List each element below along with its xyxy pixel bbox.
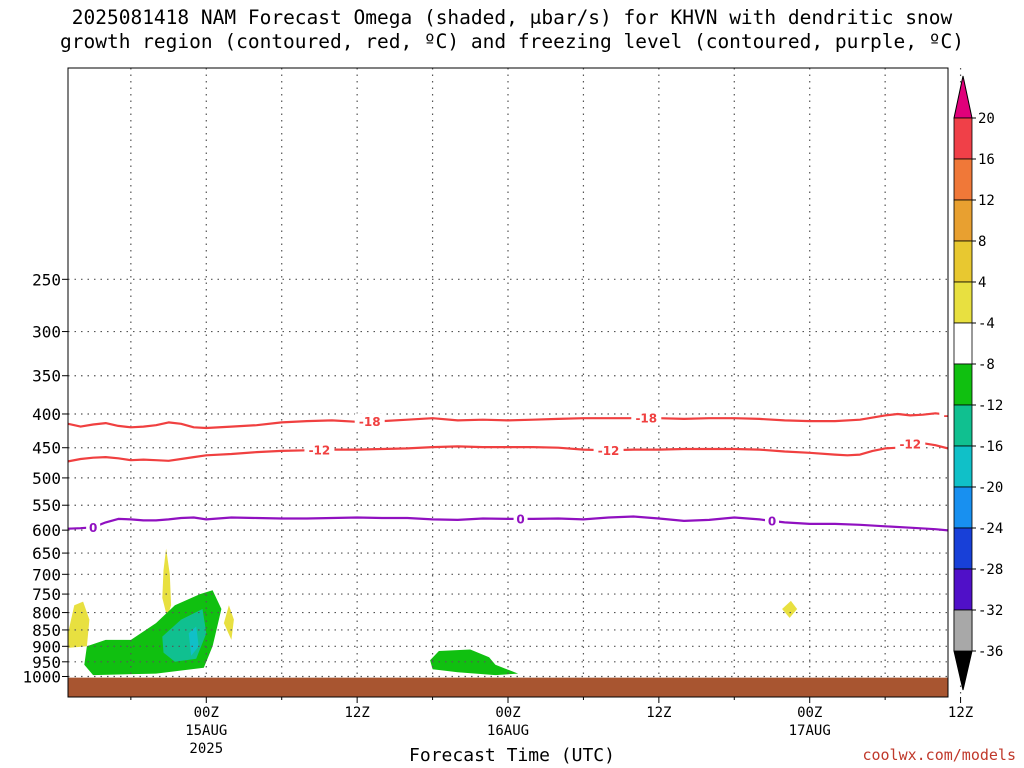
- xtick-label-36: 12Z: [646, 705, 671, 721]
- colorbar-swatch-last: [953, 609, 973, 652]
- contour-0: 0 0 0 0: [68, 510, 1024, 542]
- xtick-label-12: 12Z: [344, 705, 369, 721]
- ytick-label-300: 300: [32, 323, 61, 342]
- site-credit: coolwx.com/models: [862, 746, 1016, 764]
- contour-label-0-2: 0: [768, 514, 776, 528]
- contour-label-0-1: 0: [516, 512, 524, 526]
- omega-colorbar: 20 16 12 8 4 -4 -8 -12 -16 -20 -24 -28 -32 -36: [953, 75, 1003, 691]
- ytick-label-400: 400: [32, 405, 61, 424]
- contour-label--18-1: -18: [635, 412, 657, 426]
- xtick-date-0: 15AUG: [185, 723, 227, 739]
- contour-label-bg--12-1: [593, 442, 624, 458]
- ytick-label-800: 800: [32, 604, 61, 623]
- colorbar-swatch-11: [953, 568, 973, 611]
- contour-label-bg-0-3: [1016, 526, 1024, 541]
- title-line-2: growth region (contoured, red, ºC) and f…: [60, 30, 964, 53]
- colorbar-label-4: 4: [978, 275, 986, 291]
- colorbar-label-2: 12: [978, 193, 995, 209]
- xtick-label-48: 00Z: [797, 705, 822, 721]
- ytick-label-850: 850: [32, 621, 61, 640]
- contour-label--12-2: -12: [899, 437, 921, 451]
- contour--12: -12 -12 -12: [68, 435, 948, 463]
- ytick-label-450: 450: [32, 439, 61, 458]
- xtick-label-0: 00Z: [194, 705, 219, 721]
- colorbar-swatch-2: [953, 199, 973, 242]
- colorbar-label-0: 20: [978, 111, 995, 127]
- colorbar-label-5: -4: [978, 316, 995, 332]
- contour-label-bg--12-2: [895, 435, 926, 451]
- ytick-label-1000: 1000: [22, 668, 61, 687]
- xtick-date-24: 16AUG: [487, 723, 529, 739]
- contour-line--12: [68, 442, 948, 463]
- colorbar-label-3: 8: [978, 234, 986, 250]
- contour-label-bg--18-2: [939, 407, 948, 423]
- colorbar-label-9: -20: [978, 480, 1003, 496]
- colorbar-swatch-1: [953, 158, 973, 201]
- colorbar-top-arrow: [953, 75, 973, 119]
- ground-surface: [68, 677, 948, 697]
- colorbar-swatch-0: [953, 117, 973, 160]
- contour-line-0: [68, 515, 948, 532]
- contour--18: -18 -18 -18: [68, 407, 965, 430]
- xtick-date-48: 17AUG: [789, 723, 831, 739]
- colorbar-label-11: -28: [978, 562, 1003, 578]
- contour-label-bg-0-2: [765, 512, 779, 528]
- colorbar-label-13: -36: [978, 644, 1003, 660]
- chart-title: 2025081418 NAM Forecast Omega (shaded, μ…: [0, 6, 1024, 54]
- colorbar-label-12: -32: [978, 603, 1003, 619]
- colorbar-swatch-9: [953, 486, 973, 529]
- pressure-axis: 2503003504004505005506006507007508008509…: [22, 270, 68, 687]
- ytick-label-600: 600: [32, 521, 61, 540]
- contour-label--12-0: -12: [309, 443, 331, 457]
- colorbar-label-10: -24: [978, 521, 1003, 537]
- ytick-label-700: 700: [32, 565, 61, 584]
- colorbar-swatch-7: [953, 404, 973, 447]
- omega-shading: [68, 548, 798, 676]
- contour-label--18-2: -18: [943, 409, 965, 423]
- colorbar-label-8: -16: [978, 439, 1003, 455]
- descent-green-b: [430, 649, 519, 676]
- colorbar-bottom-arrow: [953, 650, 973, 691]
- xtick-label-24: 00Z: [495, 705, 520, 721]
- ytick-label-550: 550: [32, 496, 61, 515]
- xtick-year-0: 2025: [189, 741, 223, 757]
- ytick-label-750: 750: [32, 585, 61, 604]
- colorbar-swatch-3: [953, 240, 973, 283]
- colorbar-swatch-8: [953, 445, 973, 488]
- contour-label-bg-0-1: [513, 510, 528, 526]
- contour-label--12-1: -12: [598, 444, 620, 458]
- ytick-label-950: 950: [32, 653, 61, 672]
- ascent-yellow-d: [782, 600, 798, 618]
- ytick-label-650: 650: [32, 544, 61, 563]
- contour-label--18-0: -18: [359, 415, 381, 429]
- contour-label-bg--18-0: [354, 413, 385, 429]
- ytick-label-250: 250: [32, 270, 61, 289]
- colorbar-swatch-4: [953, 281, 973, 324]
- colorbar-swatch-6: [953, 363, 973, 406]
- colorbar-label-6: -8: [978, 357, 995, 373]
- time-axis: 00Z15AUG202512Z00Z16AUG12Z00Z17AUG12Z00Z…: [130, 697, 973, 757]
- colorbar-label-7: -12: [978, 398, 1003, 414]
- ascent-yellow-a: [68, 601, 90, 648]
- colorbar-swatch-5: [953, 322, 973, 365]
- contour-line--18: [68, 412, 948, 430]
- contour-label-bg--18-1: [631, 410, 662, 426]
- title-line-1: 2025081418 NAM Forecast Omega (shaded, μ…: [71, 6, 953, 29]
- contour-label-0-0: 0: [89, 521, 97, 535]
- descent-cyan-a: [188, 626, 199, 656]
- contour-label-bg--12-0: [304, 441, 335, 457]
- x-axis-label: Forecast Time (UTC): [409, 745, 615, 766]
- ytick-label-900: 900: [32, 637, 61, 656]
- contour-lines: -18 -18 -18 -12 -12 -12 0 0 0 0: [68, 407, 1024, 542]
- colorbar-label-1: 16: [978, 152, 995, 168]
- contour-label-0-3: 0: [1019, 528, 1024, 542]
- ytick-label-350: 350: [32, 367, 61, 386]
- ascent-yellow-c: [223, 605, 234, 640]
- colorbar-swatch-10: [953, 527, 973, 570]
- xtick-label-60: 12Z: [948, 705, 973, 721]
- ytick-label-500: 500: [32, 469, 61, 488]
- contour-label-bg-0-0: [86, 519, 101, 535]
- ascent-yellow-b: [162, 548, 172, 618]
